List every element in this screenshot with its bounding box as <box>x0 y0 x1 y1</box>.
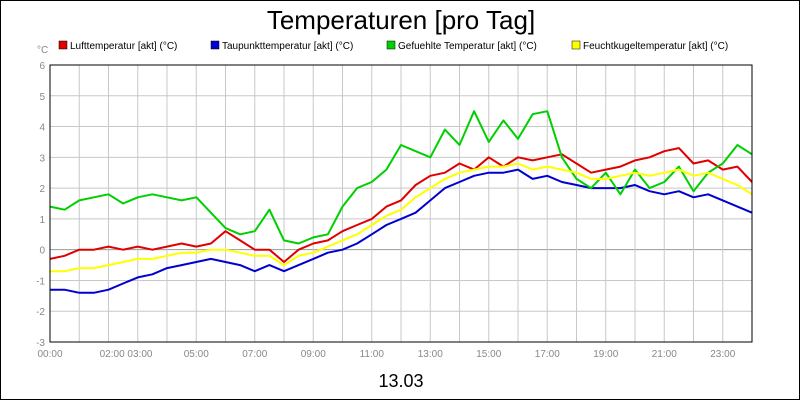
x-tick-label: 19:00 <box>593 349 618 360</box>
legend-label-1: Lufttemperatur [akt] (°C) <box>70 41 177 52</box>
plot-area-border <box>49 64 753 343</box>
series-line-1 <box>49 147 753 263</box>
grid <box>50 64 752 343</box>
y-tick-label: -2 <box>36 307 45 318</box>
legend-swatch-4 <box>571 40 581 50</box>
x-tick-label: 15:00 <box>476 349 501 360</box>
legend-swatch-2 <box>210 40 220 50</box>
x-axis-label: 13.03 <box>378 371 423 391</box>
x-axis-ticks: 00:00 02:00 03:00 05:00 07:00 09:00 11:00 13:0… <box>37 349 735 360</box>
x-tick-label: 00:00 <box>37 349 62 360</box>
y-tick-label: -1 <box>36 276 45 287</box>
legend-swatch-3 <box>386 40 396 50</box>
legend-label-2: Taupunkttemperatur [akt] (°C) <box>222 41 353 52</box>
y-axis-unit-label: °C <box>37 45 48 56</box>
x-tick-label: 02:00 03:00 <box>100 349 153 360</box>
y-tick-label: -3 <box>36 338 45 349</box>
series-lines <box>49 110 753 294</box>
y-tick-label: 5 <box>39 92 45 103</box>
y-tick-label: 0 <box>39 246 45 257</box>
legend: Lufttemperatur [akt] (°C) Taupunkttempera… <box>58 40 728 52</box>
x-tick-label: 09:00 <box>301 349 326 360</box>
series-line-3 <box>49 110 753 245</box>
x-tick-label: 23:00 <box>710 349 735 360</box>
y-tick-label: 3 <box>39 153 45 164</box>
x-tick-label: 17:00 <box>535 349 560 360</box>
x-tick-label: 13:00 <box>418 349 443 360</box>
y-tick-label: 2 <box>39 184 45 195</box>
chart-title: Temperaturen [pro Tag] <box>267 5 535 35</box>
x-tick-label: 21:00 <box>652 349 677 360</box>
x-tick-label: 05:00 <box>184 349 209 360</box>
y-tick-label: 1 <box>39 215 45 226</box>
y-tick-label: 4 <box>39 123 45 134</box>
x-tick-label: 07:00 <box>242 349 267 360</box>
legend-swatch-1 <box>58 40 68 50</box>
series-line-2 <box>50 168 753 294</box>
legend-label-4: Feuchtkugeltemperatur [akt] (°C) <box>583 41 728 52</box>
y-axis-ticks: -3 -2 -1 0 1 2 3 4 5 6 <box>36 61 45 349</box>
series-line-4 <box>50 162 753 273</box>
y-tick-label: 6 <box>39 61 45 72</box>
legend-label-3: Gefuehlte Temperatur [akt] (°C) <box>398 41 537 52</box>
x-tick-label: 11:00 <box>360 349 385 360</box>
